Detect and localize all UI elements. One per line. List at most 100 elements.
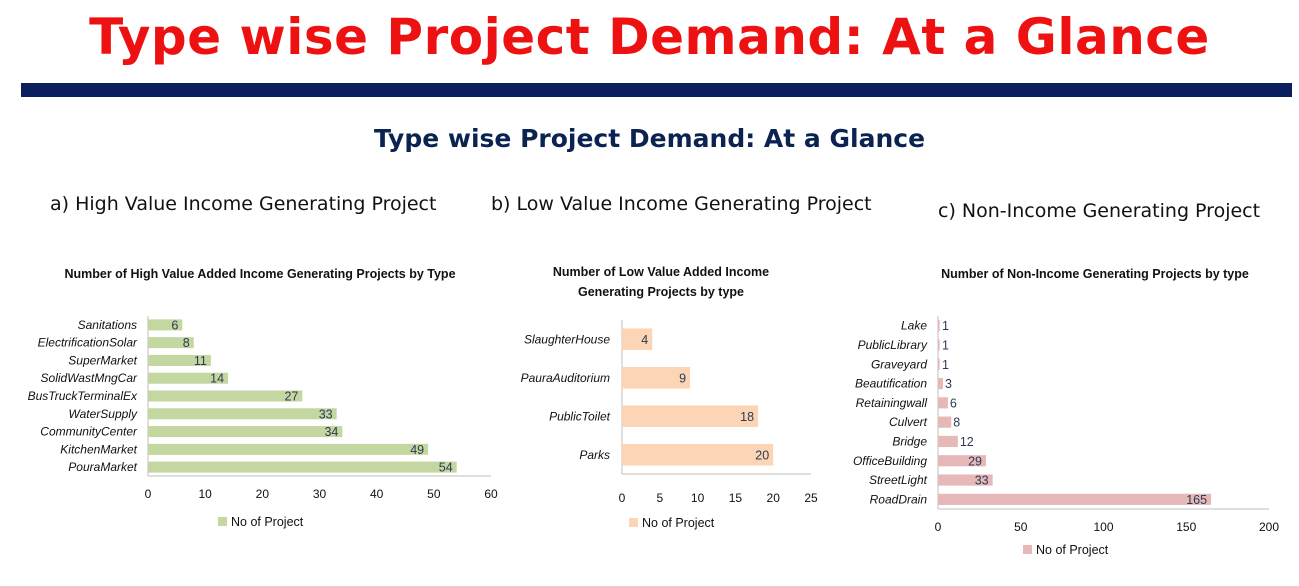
section-label-non-income: c) Non-Income Generating Project	[938, 200, 1261, 222]
chart-title-non-income: Number of Non-Income Generating Projects…	[941, 267, 1249, 281]
category-label: SuperMarket	[68, 353, 137, 367]
category-label: Bridge	[892, 434, 927, 448]
legend-swatch-non-income	[1023, 545, 1032, 554]
bar-non-income	[938, 474, 993, 486]
category-label: Sanitations	[78, 318, 137, 332]
data-label: 33	[319, 407, 333, 421]
x-tick-label: 5	[656, 491, 663, 505]
x-tick-label: 0	[145, 487, 152, 501]
category-label: StreetLight	[869, 473, 928, 487]
data-label: 6	[171, 318, 178, 332]
bar-low-value	[622, 366, 691, 389]
chart-title-low-value: Generating Projects by type	[578, 285, 744, 299]
slide-subtitle: Type wise Project Demand: At a Glance	[373, 124, 926, 153]
bar-non-income	[938, 320, 940, 332]
data-label: 4	[641, 333, 648, 347]
data-label: 8	[953, 416, 960, 430]
category-label: PauraAuditorium	[521, 371, 610, 385]
bar-non-income	[938, 416, 952, 428]
category-label: WaterSupply	[69, 407, 138, 421]
chart-title-high-value: Number of High Value Added Income Genera…	[64, 267, 455, 281]
bar-non-income	[938, 377, 943, 390]
category-label: BusTruckTerminalEx	[28, 389, 138, 403]
chart-title-low-value: Number of Low Value Added Income	[553, 265, 769, 279]
category-label: Graveyard	[871, 357, 927, 371]
category-label: PublicLibrary	[858, 338, 928, 352]
bar-non-income	[938, 455, 986, 467]
bar-high-value	[148, 461, 457, 473]
x-tick-label: 40	[370, 487, 384, 501]
data-label: 12	[960, 435, 974, 449]
bar-low-value	[622, 405, 759, 428]
data-label: 11	[194, 354, 207, 368]
data-label: 20	[755, 448, 769, 462]
x-tick-label: 30	[313, 487, 327, 501]
x-tick-label: 10	[198, 487, 212, 501]
bar-high-value	[148, 390, 303, 402]
x-tick-label: 150	[1176, 520, 1196, 534]
bar-low-value	[622, 443, 774, 466]
category-label: RoadDrain	[870, 492, 928, 506]
bar-low-value	[622, 328, 653, 351]
data-label: 49	[410, 443, 424, 457]
bar-high-value	[148, 372, 229, 384]
data-label: 3	[945, 377, 952, 391]
data-label: 14	[210, 372, 224, 386]
category-label: SlaughterHouse	[524, 332, 610, 346]
bar-non-income	[938, 493, 1212, 505]
data-label: 6	[950, 396, 957, 410]
x-tick-label: 25	[804, 491, 818, 505]
data-label: 18	[740, 410, 754, 424]
x-tick-label: 200	[1259, 520, 1279, 534]
data-label: 34	[324, 425, 338, 439]
legend-swatch-high-value	[218, 517, 227, 526]
x-tick-label: 0	[619, 491, 626, 505]
x-tick-label: 60	[484, 487, 498, 501]
legend-label-non-income: No of Project	[1036, 543, 1109, 557]
bar-high-value	[148, 337, 194, 349]
data-label: 1	[942, 358, 949, 372]
data-label: 33	[975, 474, 989, 488]
category-label: SolidWastMngCar	[41, 371, 138, 385]
category-label: CommunityCenter	[40, 425, 138, 439]
category-label: OfficeBuilding	[853, 454, 927, 468]
category-label: Retainingwall	[856, 396, 928, 410]
data-label: 165	[1186, 493, 1207, 507]
data-label: 9	[679, 371, 686, 385]
category-label: PouraMarket	[68, 460, 137, 474]
bar-high-value	[148, 354, 211, 366]
category-label: ElectrificationSolar	[38, 336, 138, 350]
bar-high-value	[148, 319, 183, 331]
data-label: 27	[284, 390, 298, 404]
x-tick-label: 0	[935, 520, 942, 534]
bar-non-income	[938, 339, 940, 351]
x-tick-label: 50	[427, 487, 441, 501]
category-label: Parks	[579, 448, 610, 462]
x-tick-label: 100	[1093, 520, 1113, 534]
x-tick-label: 15	[729, 491, 743, 505]
title-divider-bar	[21, 83, 1292, 97]
x-tick-label: 50	[1014, 520, 1028, 534]
data-label: 29	[968, 454, 982, 468]
category-label: PublicToilet	[549, 409, 611, 423]
data-label: 1	[942, 319, 949, 333]
x-tick-label: 20	[767, 491, 781, 505]
legend-label-low-value: No of Project	[642, 516, 715, 530]
category-label: Lake	[901, 319, 927, 333]
section-label-high-value: a) High Value Income Generating Project	[50, 193, 437, 215]
category-label: KitchenMarket	[60, 442, 137, 456]
bar-high-value	[148, 408, 337, 420]
bar-non-income	[938, 435, 958, 448]
legend-swatch-low-value	[629, 518, 638, 527]
x-tick-label: 10	[691, 491, 705, 505]
slide-title: Type wise Project Demand: At a Glance	[89, 8, 1210, 66]
category-label: Beautification	[855, 377, 927, 391]
data-label: 1	[942, 338, 949, 352]
bar-high-value	[148, 443, 429, 455]
data-label: 8	[183, 336, 190, 350]
category-label: Culvert	[889, 415, 928, 429]
bar-high-value	[148, 426, 343, 438]
bar-non-income	[938, 358, 940, 370]
section-label-low-value: b) Low Value Income Generating Project	[491, 193, 872, 215]
